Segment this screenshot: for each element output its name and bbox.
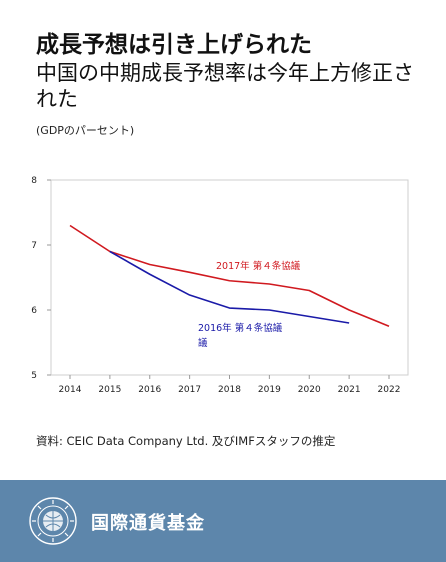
x-tick-label: 2017: [178, 385, 201, 395]
series-line-2016: [109, 250, 350, 324]
y-tick-label: 7: [31, 241, 37, 251]
annotation-2016-line1: 2016年 第４条協議: [198, 322, 283, 334]
annotation-2016-line2: 議: [198, 337, 208, 349]
x-axis-ticks: 2014 2015 2016 2017 2018 2019 2020 2021 2022: [59, 375, 401, 395]
y-tick-label: 8: [31, 176, 37, 186]
x-tick-label: 2014: [59, 385, 82, 395]
x-tick-label: 2022: [378, 385, 401, 395]
series-line-2017: [69, 224, 390, 327]
unit-label: (GDPのパーセント): [36, 124, 135, 137]
x-tick-label: 2018: [218, 385, 241, 395]
y-tick-label: 6: [31, 306, 37, 316]
x-tick-label: 2019: [258, 385, 281, 395]
plot-border: [50, 179, 409, 376]
x-tick-label: 2020: [298, 385, 321, 395]
series-lines: [69, 224, 390, 327]
x-tick-label: 2015: [98, 385, 121, 395]
annotation-2017: 2017年 第４条協議: [216, 260, 301, 272]
footer-bar: 国際通貨基金: [0, 480, 446, 562]
y-tick-label: 5: [31, 371, 37, 381]
x-tick-label: 2016: [138, 385, 161, 395]
source-note: 資料: CEIC Data Company Ltd. 及びIMFスタッフの推定: [36, 434, 336, 448]
y-axis-ticks: 5 6 7 8: [31, 176, 51, 381]
x-tick-label: 2021: [338, 385, 361, 395]
page-subtitle: 中国の中期成長予想率は今年上方修正された: [36, 61, 414, 111]
line-chart: 5 6 7 8 2014 2015 2016 2017 2018 2019 2020 2021 202…: [31, 176, 409, 395]
org-name: 国際通貨基金: [91, 513, 205, 534]
imf-seal-icon: [29, 497, 77, 545]
plot-frame: [50, 179, 409, 376]
page-title: 成長予想は引き上げられた: [36, 32, 312, 58]
